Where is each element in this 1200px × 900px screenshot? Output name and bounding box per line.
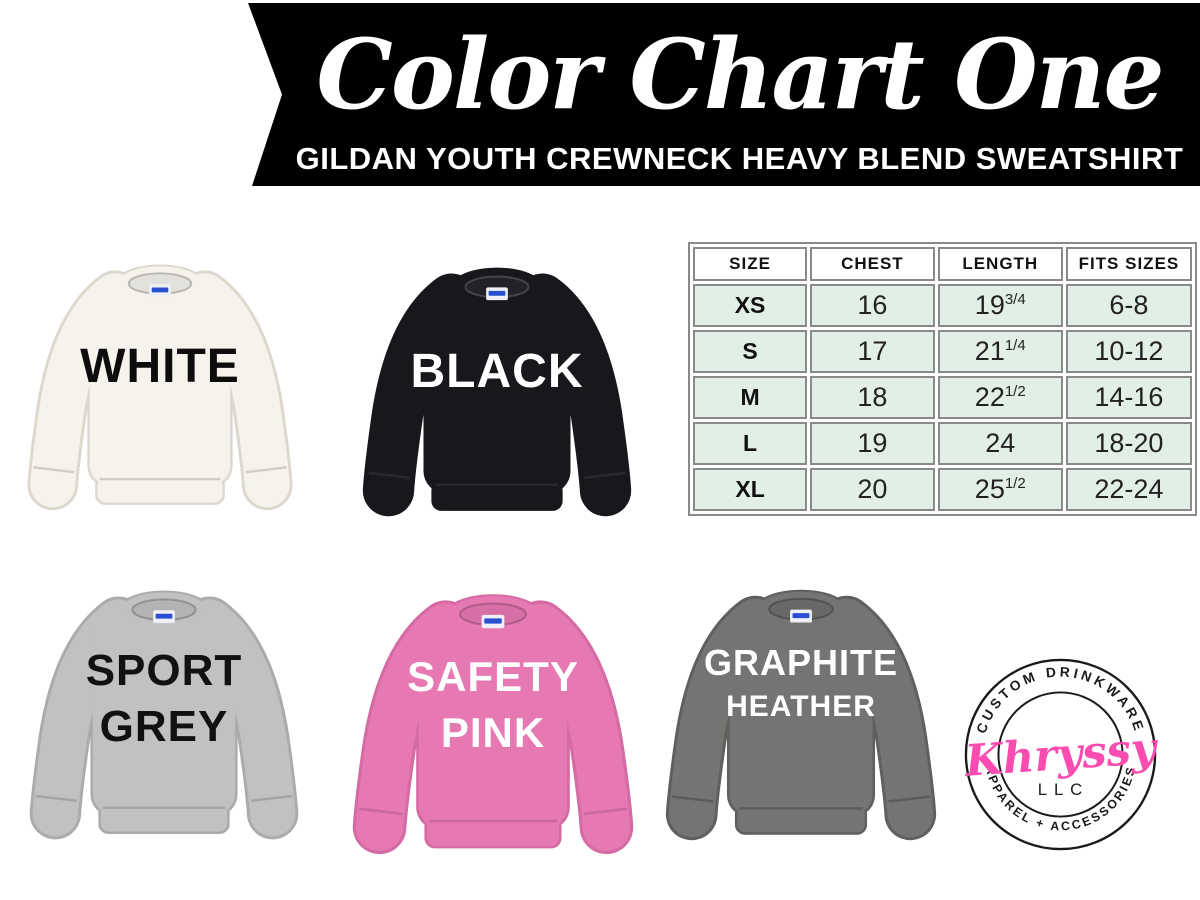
color-label: GRAPHITE HEATHER [703, 642, 898, 723]
cell-chest: 20 [810, 468, 935, 511]
color-label: BLACK [410, 344, 584, 398]
brand-logo: CUSTOM DRINKWARE APPAREL + ACCESSORIES K… [962, 656, 1159, 853]
product-card-safety-pink: SAFETY PINK [328, 552, 658, 888]
color-label: SPORT GREY [85, 645, 243, 751]
cell-fits: 18-20 [1065, 422, 1192, 465]
collar-tag-mark [488, 290, 506, 296]
sweatshirt-graphic [665, 589, 937, 841]
collar-tag-mark [792, 613, 810, 619]
cell-length: 211/4 [937, 330, 1063, 373]
sweatshirt-graphic [352, 594, 634, 855]
col-header-size: SIZE [693, 247, 808, 281]
table-row: S 17 211/4 10-12 [693, 330, 1192, 373]
collar-tag-mark [151, 287, 169, 293]
shirt-body [668, 591, 934, 838]
sweatshirt-graphic [27, 264, 293, 511]
shirt-body [355, 596, 631, 851]
logo-inner-ring [997, 691, 1124, 818]
cell-fits: 22-24 [1065, 468, 1192, 511]
cell-size: M [693, 376, 808, 419]
brand-logo-badge: CUSTOM DRINKWARE APPAREL + ACCESSORIES K… [962, 658, 1159, 851]
cell-chest: 19 [810, 422, 935, 465]
size-table: SIZE CHEST LENGTH FITS SIZES XS 16 193/4… [688, 242, 1197, 516]
sweatshirt-graphic [29, 590, 299, 840]
col-header-fits: FITS SIZES [1065, 247, 1192, 281]
page-subtitle: GILDAN YOUTH CREWNECK HEAVY BLEND SWEATS… [295, 141, 1184, 176]
product-card-black: BLACK [338, 240, 656, 536]
col-header-chest: CHEST [810, 247, 935, 281]
seams [671, 795, 931, 810]
table-row: M 18 221/2 14-16 [693, 376, 1192, 419]
collar-tag-mark [484, 618, 502, 624]
product-card-sport-grey: SPORT GREY [6, 548, 322, 874]
cell-fits: 6-8 [1065, 284, 1192, 327]
cell-chest: 17 [810, 330, 935, 373]
shirt-body [365, 269, 629, 514]
shirt-body [32, 592, 296, 837]
cell-length: 221/2 [937, 376, 1063, 419]
table-row: XS 16 193/4 6-8 [693, 284, 1192, 327]
seams [35, 794, 293, 810]
seams [368, 471, 626, 486]
collar-tag-mark [155, 613, 173, 619]
cell-fits: 10-12 [1065, 330, 1192, 373]
seams [33, 466, 287, 481]
table-row: L 19 24 18-20 [693, 422, 1192, 465]
seams [358, 807, 628, 823]
color-label: WHITE [80, 340, 240, 394]
cell-fits: 14-16 [1065, 376, 1192, 419]
color-label: SAFETY PINK [407, 653, 579, 756]
cell-length: 193/4 [937, 284, 1063, 327]
header-banner: Color Chart One GILDAN YOUTH CREWNECK HE… [248, 3, 1200, 186]
table-row: XL 20 251/2 22-24 [693, 468, 1192, 511]
cell-size: XL [693, 468, 808, 511]
size-chart: SIZE CHEST LENGTH FITS SIZES XS 16 193/4… [688, 242, 1197, 516]
cell-size: S [693, 330, 808, 373]
product-card-white: WHITE [4, 236, 316, 531]
logo-outer-ring [964, 658, 1157, 851]
cell-length: 24 [937, 422, 1063, 465]
shirt-body [30, 266, 290, 508]
cell-size: L [693, 422, 808, 465]
header-banner-content: Color Chart One GILDAN YOUTH CREWNECK HE… [285, 3, 1194, 186]
cell-chest: 18 [810, 376, 935, 419]
cell-length: 251/2 [937, 468, 1063, 511]
page-title: Color Chart One [316, 18, 1164, 131]
logo-suffix: LLC [1038, 780, 1089, 799]
cell-size: XS [693, 284, 808, 327]
size-table-header-row: SIZE CHEST LENGTH FITS SIZES [693, 247, 1192, 281]
cell-chest: 16 [810, 284, 935, 327]
product-card-graphite-heather: GRAPHITE HEATHER [642, 542, 960, 880]
col-header-length: LENGTH [937, 247, 1063, 281]
sweatshirt-graphic [362, 267, 632, 517]
